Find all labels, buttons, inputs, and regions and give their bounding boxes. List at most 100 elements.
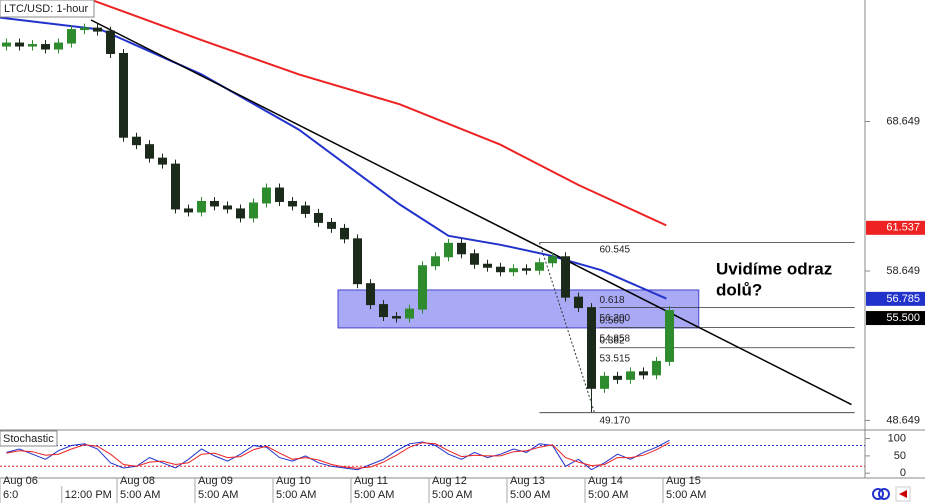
link-icon[interactable] [872,488,884,500]
candle-body [561,256,571,298]
candle-body [145,144,155,159]
moving-average [0,16,667,300]
close-arrow[interactable] [899,490,907,498]
candle-body [509,268,519,273]
candle-body [275,187,285,202]
price-marker [866,220,925,235]
trendline [90,19,852,406]
fib-value-label: 53.515 [600,353,631,364]
candle-body [652,360,662,376]
annotation: dolů? [716,280,762,299]
fib-ratio-label: 0.618 [600,295,625,306]
candle-body [353,238,363,285]
candle-body [457,242,467,255]
candle-body [28,44,38,47]
stoch-tick-label: 100 [888,432,906,444]
date-tick-label: Aug 09 [198,475,233,487]
candle-body [431,256,441,267]
candle-body [288,200,298,207]
candle-body [340,227,350,240]
candle-body [574,296,584,309]
x-tick-label: 5:00 AM [510,489,550,501]
candle-body [210,200,220,207]
candle-body [600,375,610,389]
candle-body [171,163,181,210]
support-zone [337,289,700,329]
candle-body [15,42,25,47]
candle-body [158,157,168,165]
candle-body [54,42,64,50]
candle-body [548,256,558,264]
candle-body [587,307,597,389]
y-tick-label: 48.649 [886,414,920,426]
candle-body [67,29,77,44]
candle-body [418,265,428,310]
stoch-line [6,439,670,471]
date-tick-label: Aug 11 [354,475,388,487]
candle-body [535,262,545,271]
candle-body [444,242,454,258]
candle-body [366,283,376,306]
candle-body [483,263,493,268]
fib-value-label: 54.858 [600,333,631,344]
candle-body [262,187,272,204]
annotation: Uvidíme odraz [716,259,832,278]
x-tick-label: 5:00 AM [276,489,316,501]
candle-body [2,42,12,47]
link-icon-2[interactable] [878,488,890,500]
candle-body [470,253,480,265]
x-tick-label: 5:00 AM [120,489,160,501]
candle-body [106,30,116,55]
candle-body [522,268,532,271]
candle-body [80,27,90,31]
candle-body [613,375,623,380]
price-marker-label: 61.537 [886,222,920,234]
date-tick-label: Aug 15 [666,475,701,487]
fib-ratio-label: 0.382 [600,335,625,346]
candle-body [119,53,129,138]
date-tick-label: Aug 10 [276,475,311,487]
candle-body [496,266,506,273]
stochastic-label: Stochastic [3,433,54,445]
x-tick-label: 5:00 AM [354,489,394,501]
date-tick-label: Aug 13 [510,475,545,487]
candle-body [327,221,337,229]
x-tick-label: 12:00 PM [65,489,112,501]
fib-value-label: 49.170 [600,415,631,426]
date-tick-label: Aug 06 [3,475,38,487]
price-marker-label: 55.500 [886,312,920,324]
candle-body [379,304,389,318]
candle-body [405,308,415,319]
y-tick-label: 68.649 [886,115,920,127]
candle-body [184,208,194,213]
stochastic-label-box [0,430,58,447]
candle-body [197,200,207,213]
chart-title: LTC/USD: 1-hour [4,3,88,15]
fib-diagonal [539,242,595,413]
candle-body [132,136,142,146]
price-marker [866,291,925,306]
moving-average [90,0,667,227]
candle-body [639,371,649,376]
toolbar-icons[interactable] [872,486,911,502]
x-tick-label: 5:00 AM [432,489,472,501]
x-tick-label: 6:0 [3,489,18,501]
date-tick-label: Aug 08 [120,475,155,487]
stoch-line [6,442,670,469]
price-marker [866,311,925,326]
candle-body [223,205,233,210]
fib-value-label: 60.545 [600,244,631,255]
x-tick-label: 5:00 AM [588,489,628,501]
fib-ratio-label: 0.500 [600,315,625,326]
candle-body [249,202,259,219]
candle-body [314,212,324,223]
y-tick-label: 58.649 [886,265,920,277]
price-marker-label: 56.785 [886,293,920,305]
x-tick-label: 5:00 AM [198,489,238,501]
candle-body [626,371,636,380]
x-tick-label: 5:00 AM [666,489,706,501]
title-box [0,0,95,18]
date-tick-label: Aug 12 [432,475,467,487]
